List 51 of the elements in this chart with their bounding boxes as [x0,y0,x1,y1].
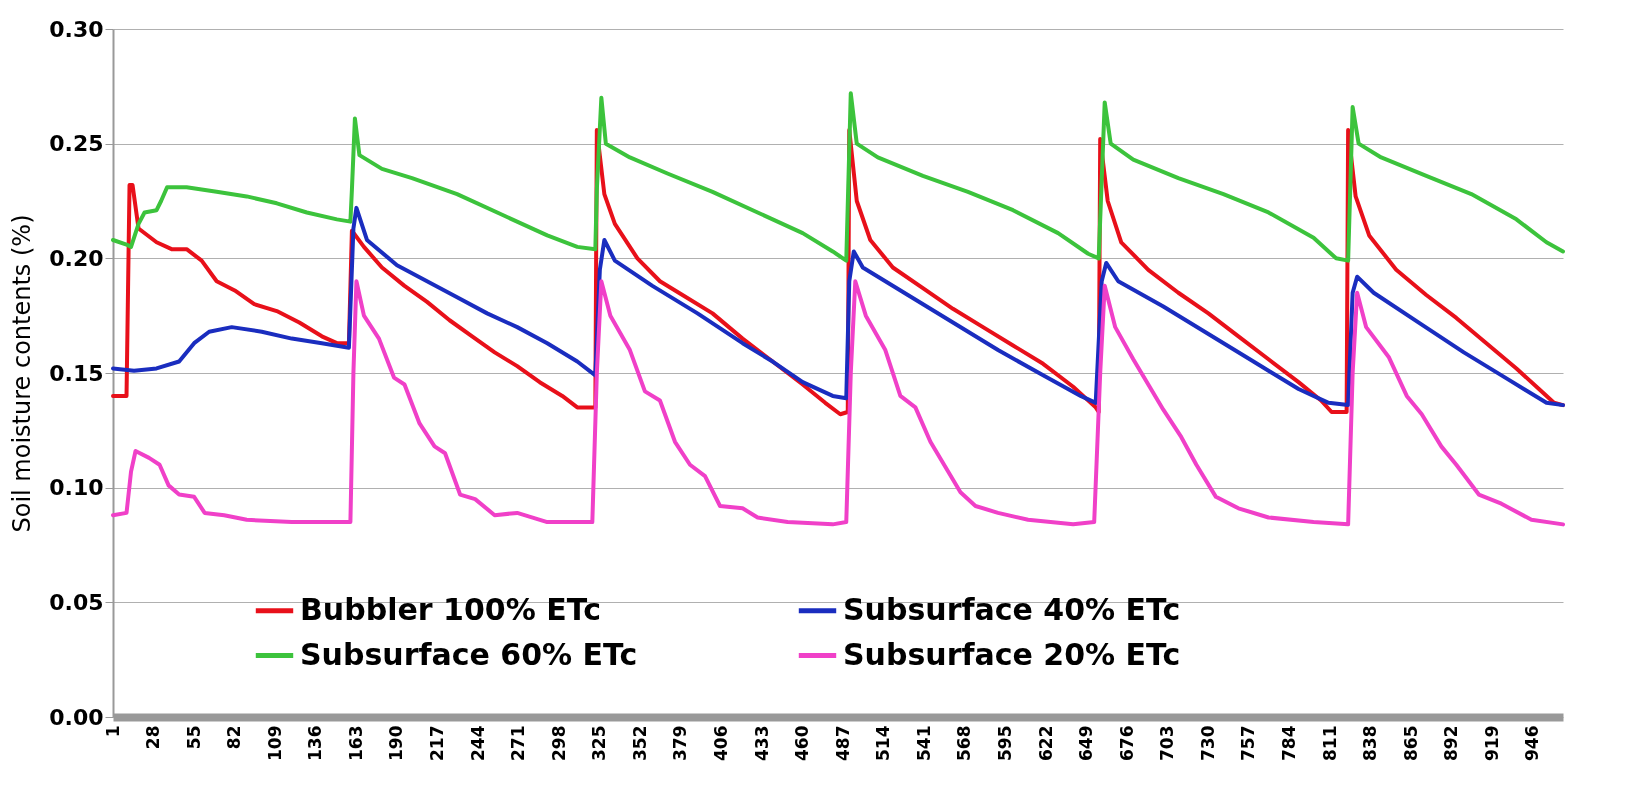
x-tick-label: 838 [1360,725,1381,761]
y-axis-title: Soil moisture contents (%) [8,214,37,533]
x-tick-label: 28 [143,725,164,750]
x-tick-label: 757 [1238,725,1259,761]
x-tick-label: 865 [1400,725,1421,761]
y-tick-label: 0.05 [49,589,104,615]
y-tick-label: 0.00 [49,704,104,730]
x-tick-label: 379 [670,725,691,761]
x-tick-label: 325 [589,725,610,761]
legend-label: Bubbler 100% ETc [300,591,601,627]
x-tick-label: 676 [1116,725,1137,761]
y-tick-label: 0.20 [49,245,104,271]
x-tick-label: 595 [995,725,1016,761]
x-tick-label: 568 [954,725,975,761]
y-tick-label: 0.25 [49,131,104,157]
x-tick-label: 919 [1481,725,1502,761]
x-tick-label: 1 [102,725,123,738]
x-tick-label: 433 [751,725,772,761]
x-tick-label: 136 [305,725,326,761]
x-tick-label: 109 [264,725,285,761]
x-tick-label: 163 [345,725,366,761]
x-tick-label: 406 [711,725,732,761]
x-tick-label: 190 [386,725,407,761]
legend-label: Subsurface 60% ETc [300,636,638,672]
x-tick-label: 298 [548,725,569,761]
x-tick-label: 55 [183,725,204,750]
line-series [111,205,1565,408]
x-tick-label: 892 [1441,725,1462,761]
x-tick-label: 352 [629,725,650,761]
x-tick-label: 244 [467,725,488,761]
line-series [111,91,1565,263]
legend-label: Subsurface 20% ETc [843,636,1181,672]
x-tick-label: 541 [913,725,934,761]
x-tick-label: 811 [1319,725,1340,761]
y-tick-label: 0.30 [49,16,104,42]
x-tick-label: 82 [224,725,245,750]
x-tick-label: 514 [873,725,894,761]
x-tick-label: 460 [792,725,813,761]
x-tick-label: 217 [427,725,448,761]
y-tick-label: 0.10 [49,475,104,501]
x-tick-label: 784 [1279,725,1300,761]
x-tick-label: 649 [1076,725,1097,761]
x-tick-label: 271 [508,725,529,761]
x-tick-label: 946 [1522,725,1543,761]
x-tick-label: 622 [1035,725,1056,761]
x-tick-label: 730 [1197,725,1218,761]
legend-label: Subsurface 40% ETc [843,591,1181,627]
y-tick-label: 0.15 [49,360,104,386]
x-tick-label: 703 [1157,725,1178,761]
line-series [111,279,1565,527]
x-tick-label: 487 [832,725,853,761]
